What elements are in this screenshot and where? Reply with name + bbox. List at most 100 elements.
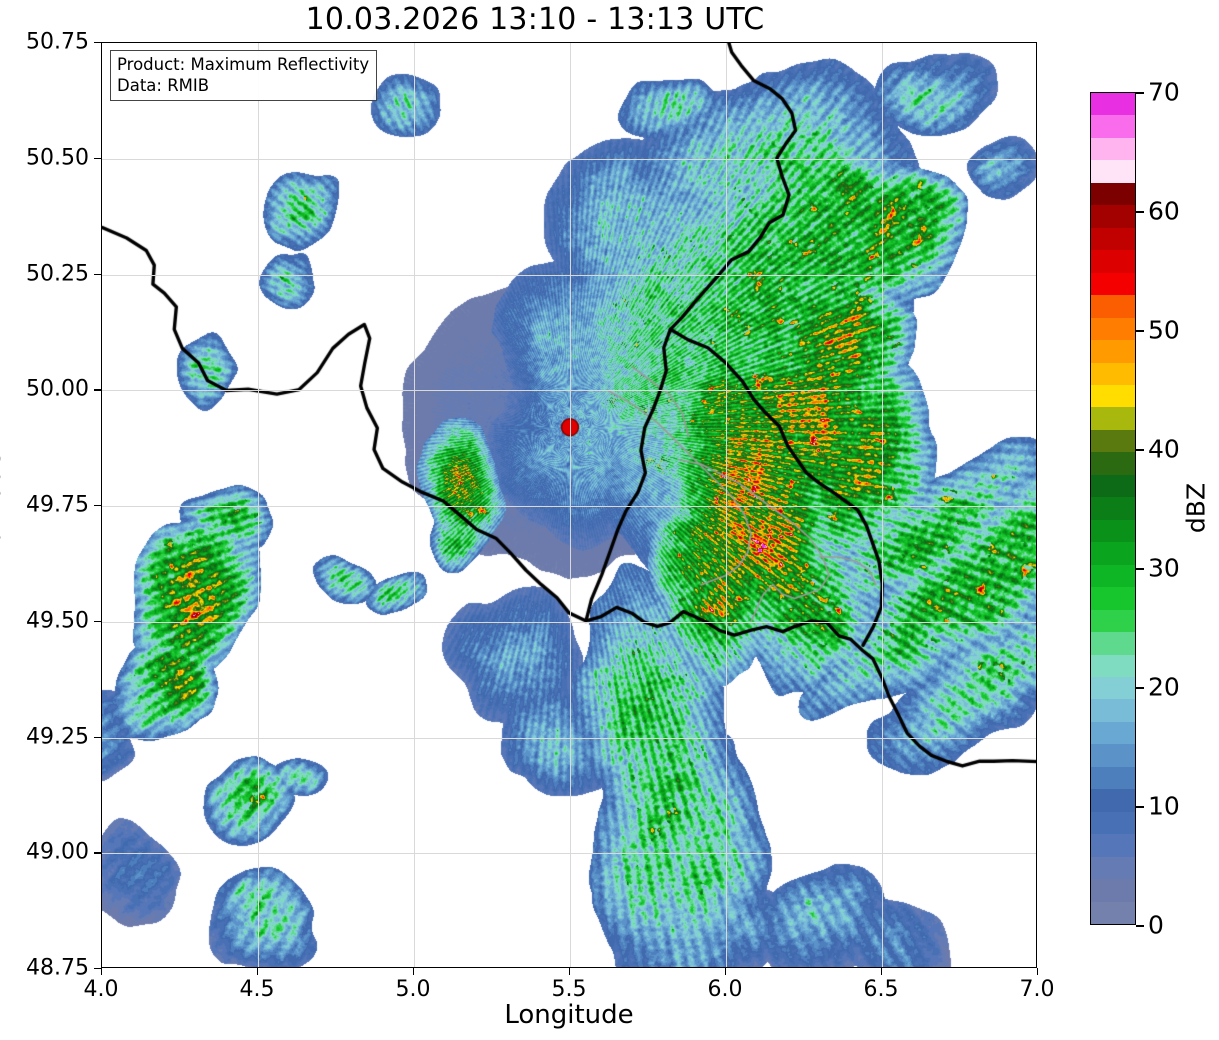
colorbar-band [1091,833,1135,857]
y-tick-label: 49.25 [26,724,89,749]
x-tick-label: 6.5 [863,977,899,1002]
gridline-horizontal [102,737,1036,739]
colorbar-band [1091,249,1135,273]
colorbar-band [1091,204,1135,228]
colorbar-band [1091,227,1135,251]
y-tick [94,620,101,623]
colorbar-band [1091,766,1135,790]
y-tick-label: 49.75 [26,492,89,518]
colorbar-band [1091,631,1135,655]
y-tick [94,42,101,44]
colorbar-band [1091,608,1135,633]
y-tick [94,157,101,160]
colorbar-band [1091,563,1135,588]
x-tick [725,968,727,975]
colorbar-tick-label: 10 [1148,791,1180,821]
colorbar-band [1091,406,1135,430]
y-tick-label: 50.50 [26,145,89,171]
colorbar-band [1091,788,1135,812]
x-tick-label: 7.0 [1019,977,1055,1002]
colorbar-band [1091,384,1135,408]
colorbar-tick [1136,806,1144,808]
colorbar-band [1091,474,1135,498]
colorbar-band [1091,743,1135,767]
gridline-vertical [414,43,415,967]
colorbar-tick-label: 0 [1148,910,1164,940]
map-plot-area[interactable] [101,42,1037,968]
y-tick-label: 50.25 [26,261,89,286]
colorbar-band [1091,811,1135,835]
y-tick [94,389,101,391]
colorbar-tick [1136,687,1144,689]
colorbar [1090,92,1136,925]
colorbar-band [1091,653,1135,677]
colorbar-band [1091,451,1135,475]
colorbar-band [1091,878,1135,902]
colorbar-band [1091,519,1135,543]
colorbar-band [1091,429,1135,453]
gridline-horizontal [102,853,1036,855]
y-tick [94,273,101,275]
data-source-label: Data: RMIB [117,76,210,96]
y-tick-label: 50.00 [26,376,89,402]
gridline-horizontal [102,621,1036,623]
gridline-horizontal [102,274,1036,276]
colorbar-title: dBZ [1181,482,1211,534]
colorbar-tick-label: 50 [1148,315,1180,345]
product-label: Product: Maximum Reflectivity [117,55,370,74]
x-tick [413,968,415,975]
colorbar-band [1091,541,1135,565]
gridline-vertical [258,43,259,967]
y-tick-label: 48.75 [26,955,89,981]
colorbar-tick-label: 20 [1148,672,1180,702]
colorbar-band [1091,855,1135,880]
gridline-horizontal [102,158,1036,160]
colorbar-tick [1136,92,1144,94]
y-tick [94,852,101,854]
colorbar-band [1091,339,1135,363]
product-info-box: Product: Maximum Reflectivity Data: RMIB [110,50,378,102]
colorbar-tick-label: 30 [1148,553,1180,583]
y-tick-label: 50.75 [26,29,89,55]
colorbar-band [1091,721,1135,745]
y-tick [94,505,101,507]
x-tick-label: 5.5 [551,977,587,1002]
y-tick-label: 49.00 [26,839,89,865]
x-tick-label: 5.0 [395,977,431,1002]
colorbar-tick-label: 60 [1148,196,1180,226]
x-axis-title: Longitude [504,1000,634,1030]
colorbar-band [1091,137,1135,161]
colorbar-band [1091,114,1135,138]
x-tick [569,968,571,975]
x-tick-label: 4.5 [239,977,275,1002]
colorbar-tick [1136,925,1144,927]
colorbar-tick-label: 40 [1148,434,1180,464]
colorbar-band [1091,361,1135,385]
colorbar-band [1091,316,1135,341]
y-tick [94,968,101,970]
colorbar-tick [1136,211,1144,213]
x-tick-label: 4.0 [83,977,119,1002]
gridline-vertical [882,43,883,967]
colorbar-band [1091,586,1135,610]
radar-reflectivity-canvas [102,43,1036,967]
gridline-vertical [570,43,571,967]
colorbar-band [1091,294,1135,318]
colorbar-band [1091,698,1135,722]
colorbar-band [1091,93,1135,116]
colorbar-tick [1136,330,1144,332]
colorbar-band [1091,676,1135,700]
colorbar-band [1091,496,1135,520]
x-tick [257,968,259,975]
y-tick-label: 49.50 [26,608,89,634]
colorbar-band [1091,271,1135,296]
x-tick [101,968,103,975]
x-tick [881,968,883,975]
y-tick [94,736,101,738]
gridline-vertical [726,43,727,967]
gridline-horizontal [102,390,1036,392]
colorbar-tick [1136,568,1144,570]
colorbar-band [1091,900,1135,924]
colorbar-band [1091,182,1135,206]
